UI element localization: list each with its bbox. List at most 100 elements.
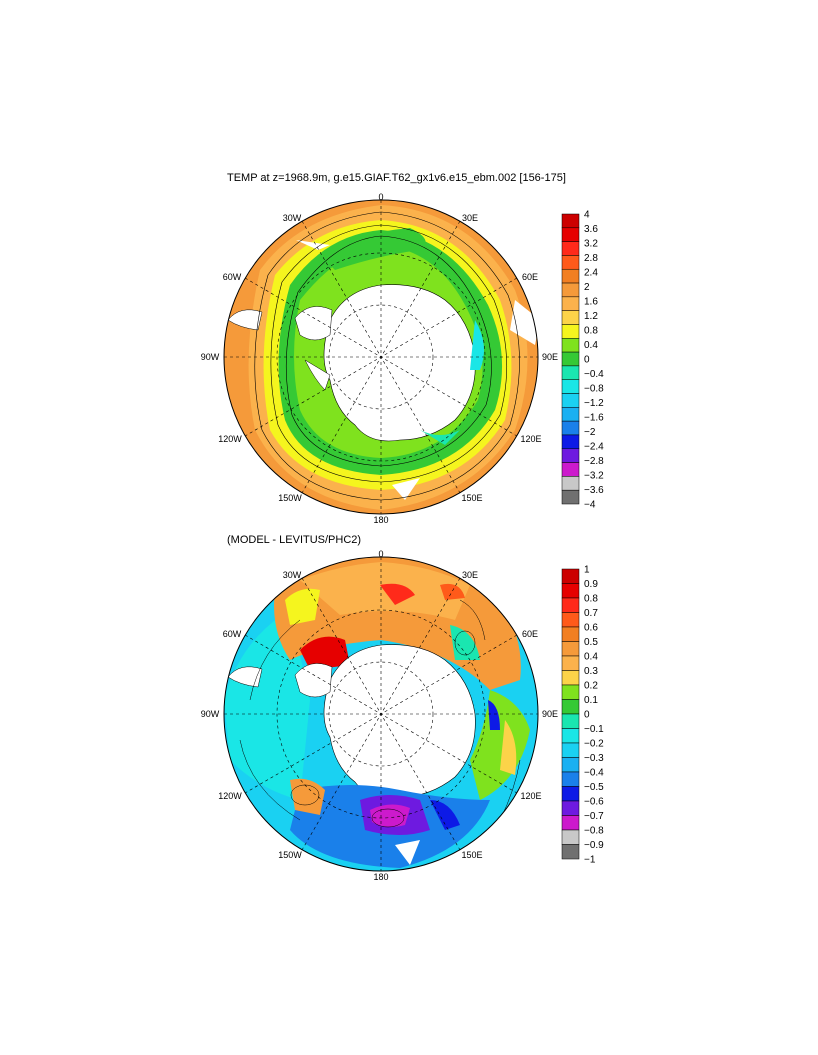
bottom-colorbar-tick-label-13: −0.3	[584, 753, 604, 764]
bottom-colorbar-swatch-3	[561, 612, 580, 628]
bottom-lon-label-30w: 30W	[282, 570, 302, 580]
bottom-colorbar-swatch-9	[561, 699, 580, 715]
top-colorbar-tick-label-12: −0.8	[584, 384, 604, 395]
top-colorbar-tick-label-4: 2.4	[584, 268, 598, 279]
bottom-colorbar-swatch-8	[561, 684, 580, 700]
bottom-colorbar-tick-label-5: 0.5	[584, 637, 598, 648]
top-colorbar-tick-label-0: 4	[584, 210, 590, 221]
top-colorbar: 4 3.6 3.2 2.8 2.4 2 1.6 1.2 0.8 0.4 0 −0.4 −0.8 −1.2 −…	[561, 210, 604, 511]
top-colorbar-swatch-1	[561, 227, 580, 242]
top-colorbar-swatch-18	[561, 462, 580, 477]
top-colorbar-swatch-15	[561, 420, 580, 436]
top-lon-label-120w: 120W	[218, 434, 242, 444]
top-lon-label-150e: 150E	[461, 493, 483, 503]
bottom-lon-label-120e: 120E	[520, 791, 542, 801]
top-lon-label-180: 180	[373, 515, 389, 525]
top-colorbar-swatch-10	[561, 351, 580, 367]
bottom-lon-label-90w: 90W	[200, 709, 220, 719]
top-lon-label-150w: 150W	[278, 493, 302, 503]
top-colorbar-swatch-9	[561, 338, 580, 353]
top-lon-label-30w: 30W	[282, 213, 302, 223]
top-colorbar-tick-label-3: 2.8	[584, 253, 598, 264]
bottom-lon-label-180: 180	[373, 872, 389, 882]
top-colorbar-swatch-17	[561, 448, 580, 463]
top-lon-label-0: 0	[378, 192, 384, 202]
bottom-colorbar-swatch-4	[561, 626, 580, 642]
top-colorbar-swatch-0	[561, 213, 580, 229]
top-colorbar-tick-label-10: 0	[584, 355, 590, 366]
bottom-lon-label-150w: 150W	[278, 850, 302, 860]
bottom-colorbar-swatch-2	[561, 597, 580, 613]
bottom-colorbar-swatch-1	[561, 583, 580, 599]
top-colorbar-swatch-5	[561, 282, 580, 298]
top-colorbar-tick-label-1: 3.6	[584, 224, 598, 235]
bottom-colorbar-tick-label-9: 0.1	[584, 695, 598, 706]
top-colorbar-tick-label-11: −0.4	[584, 369, 604, 380]
top-colorbar-swatch-3	[561, 255, 580, 270]
bottom-colorbar-swatch-15	[561, 786, 580, 802]
bottom-lon-label-0: 0	[378, 549, 384, 559]
bottom-panel-title: (MODEL - LEVITUS/PHC2)	[227, 534, 362, 546]
bottom-colorbar-tick-label-15: −0.5	[584, 782, 604, 793]
bottom-colorbar-swatch-14	[561, 771, 580, 787]
top-colorbar-swatch-2	[561, 241, 580, 256]
top-colorbar-tick-label-19: −3.6	[584, 485, 604, 496]
top-colorbar-swatch-11	[561, 365, 580, 380]
bottom-colorbar-swatch-17	[561, 815, 580, 831]
bottom-colorbar-tick-label-2: 0.8	[584, 594, 598, 605]
top-lon-label-90e: 90E	[541, 352, 559, 362]
top-colorbar-tick-label-8: 0.8	[584, 326, 598, 337]
top-colorbar-swatch-12	[561, 379, 580, 394]
bottom-colorbar-swatch-13	[561, 757, 580, 773]
bottom-colorbar-tick-label-10: 0	[584, 710, 590, 721]
top-colorbar-swatch-6	[561, 296, 580, 311]
bottom-colorbar-tick-label-4: 0.6	[584, 623, 598, 634]
bottom-colorbar-tick-label-19: −0.9	[584, 840, 604, 851]
top-lon-label-60w: 60W	[222, 272, 242, 282]
top-colorbar-tick-label-9: 0.4	[584, 340, 598, 351]
top-colorbar-swatch-14	[561, 407, 580, 422]
bottom-lon-label-120w: 120W	[218, 791, 242, 801]
top-map-field	[224, 200, 538, 514]
top-lon-label-90w: 90W	[200, 352, 220, 362]
top-colorbar-tick-label-5: 2	[584, 282, 590, 293]
top-colorbar-tick-label-7: 1.2	[584, 311, 598, 322]
top-colorbar-tick-label-15: −2	[584, 427, 596, 438]
bottom-colorbar-tick-label-6: 0.4	[584, 652, 598, 663]
top-colorbar-tick-label-20: −4	[584, 500, 596, 511]
bottom-colorbar-tick-label-17: −0.7	[584, 811, 604, 822]
bottom-colorbar-tick-label-14: −0.4	[584, 768, 604, 779]
top-colorbar-swatch-4	[561, 268, 580, 284]
bottom-lon-label-90e: 90E	[541, 709, 559, 719]
bottom-colorbar-swatch-11	[561, 728, 580, 744]
bottom-map-field	[224, 557, 538, 871]
bottom-colorbar-tick-label-7: 0.3	[584, 666, 598, 677]
bottom-colorbar-swatch-10	[561, 713, 580, 729]
bottom-colorbar-swatch-18	[561, 829, 580, 845]
top-lon-label-60e: 60E	[521, 272, 539, 282]
bottom-colorbar-swatch-6	[561, 655, 580, 671]
bottom-colorbar-tick-label-1: 0.9	[584, 579, 598, 590]
bottom-lon-label-60e: 60E	[521, 629, 539, 639]
bottom-colorbar: 1 0.9 0.8 0.7 0.6 0.5 0.4 0.3 0.2 0.1 0 −0.1 −0.2 −0.…	[561, 565, 604, 866]
top-colorbar-swatch-7	[561, 310, 580, 325]
bottom-colorbar-swatch-16	[561, 800, 580, 816]
top-colorbar-swatch-8	[561, 324, 580, 339]
top-colorbar-swatch-16	[561, 434, 580, 450]
bottom-lon-label-30e: 30E	[461, 570, 479, 580]
bottom-colorbar-swatch-19	[561, 844, 580, 860]
bottom-colorbar-swatch-7	[561, 670, 580, 686]
top-colorbar-tick-label-14: −1.6	[584, 413, 604, 424]
bottom-colorbar-tick-label-18: −0.8	[584, 826, 604, 837]
bottom-colorbar-tick-label-3: 0.7	[584, 608, 598, 619]
top-lon-label-30e: 30E	[461, 213, 479, 223]
bottom-colorbar-tick-label-0: 1	[584, 565, 590, 576]
top-colorbar-tick-label-17: −2.8	[584, 456, 604, 467]
top-colorbar-tick-label-18: −3.2	[584, 471, 604, 482]
bottom-lon-label-150e: 150E	[461, 850, 483, 860]
top-panel-title: TEMP at z=1968.9m, g.e15.GIAF.T62_gx1v6.…	[227, 172, 566, 184]
top-colorbar-tick-label-16: −2.4	[584, 442, 604, 453]
top-colorbar-tick-label-6: 1.6	[584, 297, 598, 308]
bottom-colorbar-tick-label-8: 0.2	[584, 681, 598, 692]
